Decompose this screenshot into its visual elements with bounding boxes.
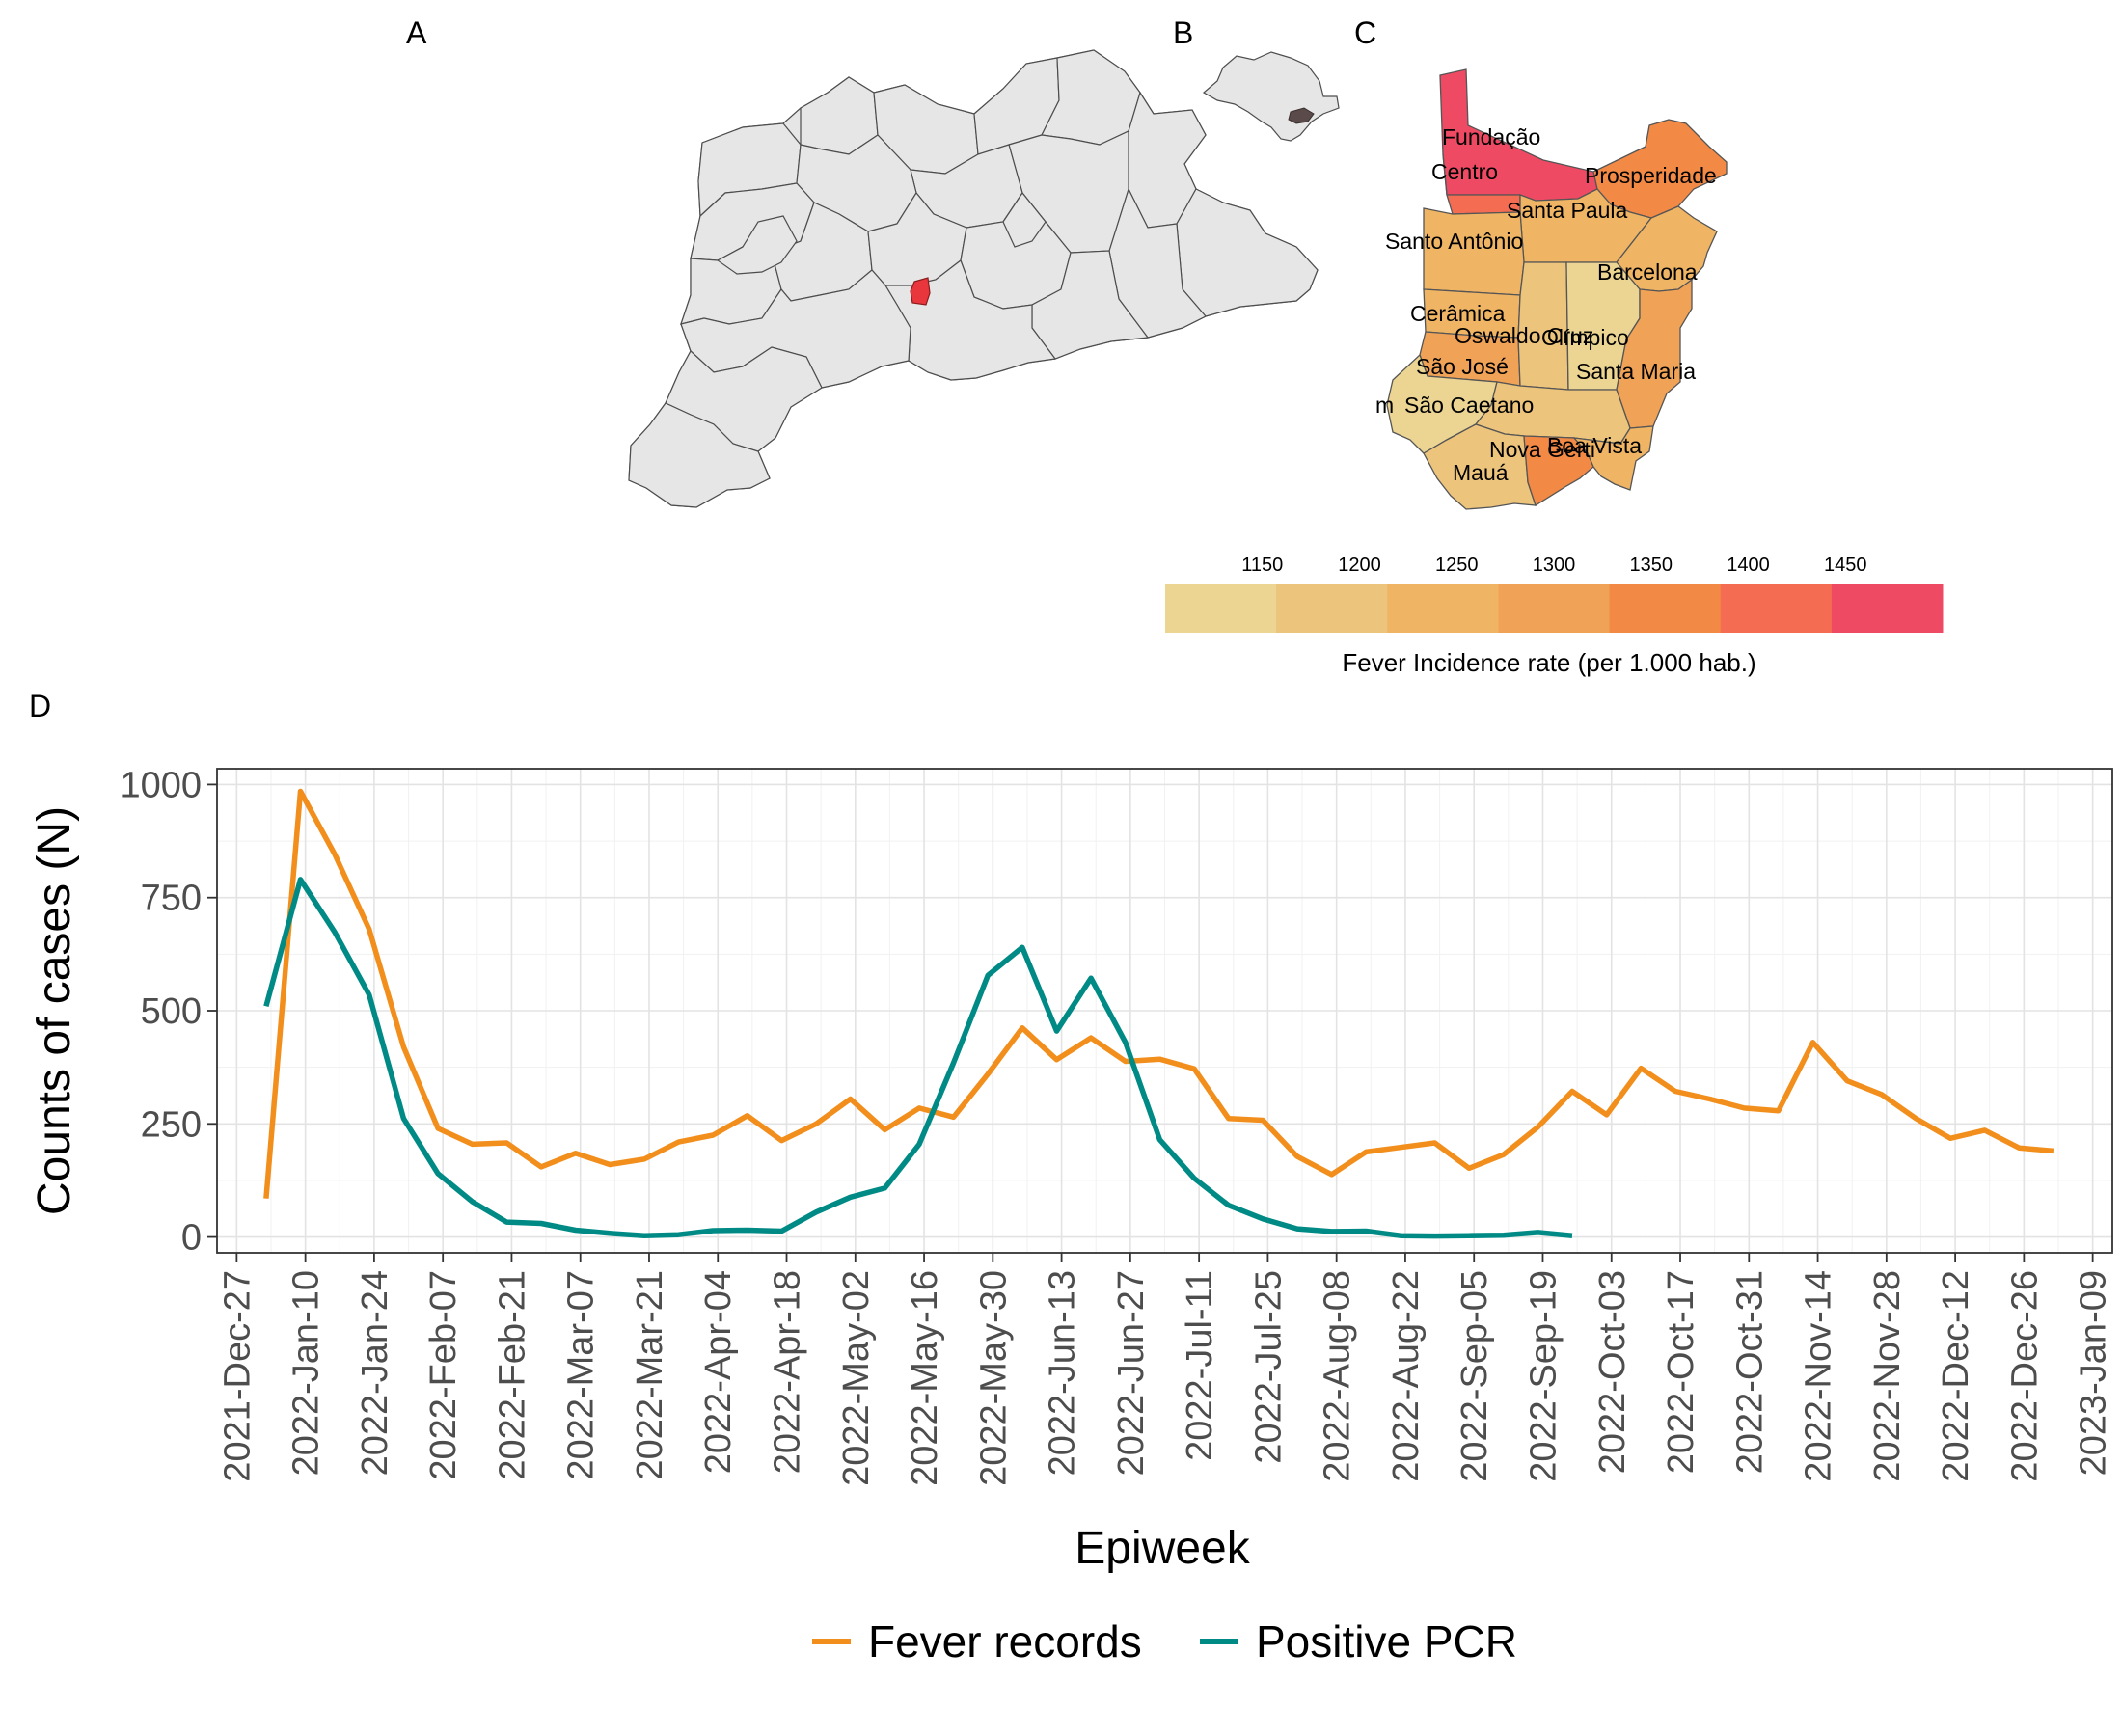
major-gridlines (217, 769, 2112, 1253)
x-axis-title: Epiweek (1075, 1523, 1250, 1574)
panel-b-label: B (1173, 15, 1193, 50)
label-prosperidade: Prosperidade (1585, 163, 1717, 188)
y-tick-label: 250 (141, 1104, 202, 1145)
neighbourhood-map: Fundação Centro Prosperidade Santa Paula… (1375, 68, 1728, 510)
x-tick-label: 2022-Aug-22 (1386, 1270, 1427, 1482)
colorbar-ticks: 1150 1200 1250 1300 1350 1400 1450 (1241, 555, 1866, 576)
municipality (1002, 191, 1047, 248)
x-tick-label: 2022-Dec-26 (2004, 1270, 2045, 1482)
y-tick-label: 1000 (120, 765, 202, 805)
colorbar-swatch (1609, 584, 1722, 633)
region-santa-maria (1616, 278, 1693, 429)
label-maua: Mauá (1453, 460, 1509, 485)
label-sao-caetano: São Caetano (1404, 393, 1534, 418)
label-santa-paula: Santa Paula (1507, 198, 1628, 223)
highlighted-municipality (910, 277, 931, 306)
state-highlighted-region (1288, 107, 1315, 124)
series-line-positive-pcr (263, 877, 1573, 1239)
x-tick-label: 2022-Jan-10 (286, 1270, 327, 1476)
y-axis-title: Counts of cases (N) (29, 806, 80, 1215)
label-boa-vista: Boa Vista (1547, 433, 1642, 458)
legend-label-fever-records: Fever records (868, 1616, 1142, 1667)
x-tick-label: 2022-May-02 (836, 1270, 877, 1486)
panel-a-label: A (406, 15, 427, 50)
x-tick-label: 2022-Sep-19 (1523, 1270, 1564, 1482)
state-outline (1202, 51, 1340, 142)
colorbar-tick-label: 1150 (1241, 555, 1283, 576)
y-axis-ticks: 0 250 500 750 1000 (120, 765, 217, 1259)
colorbar: 1150 1200 1250 1300 1350 1400 1450 Fever Incid… (1165, 555, 1944, 677)
label-fundacao: Fundação (1442, 124, 1540, 149)
x-tick-label: 2022-Nov-14 (1799, 1270, 1839, 1482)
x-tick-label: 2022-Apr-18 (768, 1270, 808, 1474)
x-tick-label: 2022-Oct-03 (1592, 1270, 1633, 1474)
x-tick-label: 2022-Dec-12 (1936, 1270, 1976, 1482)
panel-c-label: C (1354, 15, 1376, 50)
municipality (628, 402, 771, 508)
series-layer (263, 788, 2054, 1239)
x-tick-label: 2022-Jul-11 (1180, 1270, 1220, 1461)
colorbar-swatch (1387, 584, 1499, 633)
x-tick-label: 2022-Jul-25 (1248, 1270, 1289, 1464)
colorbar-tick-label: 1200 (1338, 555, 1381, 576)
label-centro: Centro (1431, 159, 1498, 184)
x-tick-label: 2022-Oct-31 (1729, 1270, 1770, 1474)
label-santo-antonio: Santo Antônio (1385, 229, 1523, 254)
municipality (716, 215, 798, 275)
x-tick-label: 2021-Dec-27 (217, 1270, 258, 1482)
colorbar-swatch (1165, 584, 1277, 633)
colorbar-swatches (1165, 584, 1944, 633)
colorbar-tick-label: 1450 (1824, 555, 1867, 576)
label-barcelona: Barcelona (1597, 259, 1698, 285)
label-ceramica: Cerâmica (1410, 301, 1506, 326)
regional-map (628, 49, 1319, 508)
x-tick-label: 2022-Mar-07 (561, 1270, 602, 1480)
x-tick-label: 2022-Sep-05 (1455, 1270, 1495, 1482)
y-tick-label: 0 (181, 1218, 202, 1259)
label-jardim: m (1375, 393, 1394, 418)
x-tick-label: 2023-Jan-09 (2074, 1270, 2114, 1476)
colorbar-swatch (1276, 584, 1388, 633)
colorbar-tick-label: 1350 (1630, 555, 1673, 576)
x-tick-label: 2022-Jan-24 (355, 1270, 395, 1476)
chart-legend: Fever records Positive PCR (812, 1616, 1517, 1667)
x-tick-label: 2022-Jun-27 (1111, 1270, 1152, 1476)
y-tick-label: 750 (141, 879, 202, 919)
x-tick-label: 2022-Feb-21 (492, 1270, 532, 1480)
label-santa-maria: Santa Maria (1576, 359, 1696, 384)
panel-d-label: D (29, 689, 51, 723)
x-tick-label: 2022-May-16 (905, 1270, 945, 1486)
x-tick-label: 2022-Oct-17 (1661, 1270, 1701, 1474)
y-tick-label: 500 (141, 991, 202, 1032)
x-axis-ticks: 2021-Dec-27 2022-Jan-10 2022-Jan-24 2022-Fe… (217, 1253, 2114, 1486)
legend-label-positive-pcr: Positive PCR (1256, 1616, 1517, 1667)
colorbar-title: Fever Incidence rate (per 1.000 hab.) (1342, 648, 1755, 677)
colorbar-tick-label: 1300 (1533, 555, 1576, 576)
region-boa-vista (1572, 425, 1654, 491)
colorbar-tick-label: 1400 (1727, 555, 1770, 576)
municipality (1031, 250, 1150, 360)
label-olimpico: Olímpico (1541, 325, 1629, 350)
label-nova-gerti: Nova Gerti (1489, 437, 1595, 462)
colorbar-swatch (1831, 584, 1944, 633)
x-tick-label: 2022-Apr-04 (698, 1270, 739, 1474)
x-tick-label: 2022-Aug-08 (1318, 1270, 1358, 1482)
colorbar-swatch (1720, 584, 1833, 633)
label-oswaldo-cruz: Oswaldo Cruz (1455, 323, 1593, 348)
state-map (1202, 51, 1340, 142)
x-tick-label: 2022-Mar-21 (630, 1270, 670, 1480)
colorbar-swatch (1498, 584, 1611, 633)
x-tick-label: 2022-May-30 (973, 1270, 1014, 1486)
label-sao-jose: São José (1416, 354, 1509, 379)
colorbar-tick-label: 1250 (1435, 555, 1479, 576)
x-tick-label: 2022-Nov-28 (1867, 1270, 1908, 1482)
x-tick-label: 2022-Jun-13 (1043, 1270, 1083, 1476)
municipality (1176, 188, 1319, 317)
x-tick-label: 2022-Feb-07 (423, 1270, 464, 1480)
series-line-fever-records (263, 788, 2054, 1199)
